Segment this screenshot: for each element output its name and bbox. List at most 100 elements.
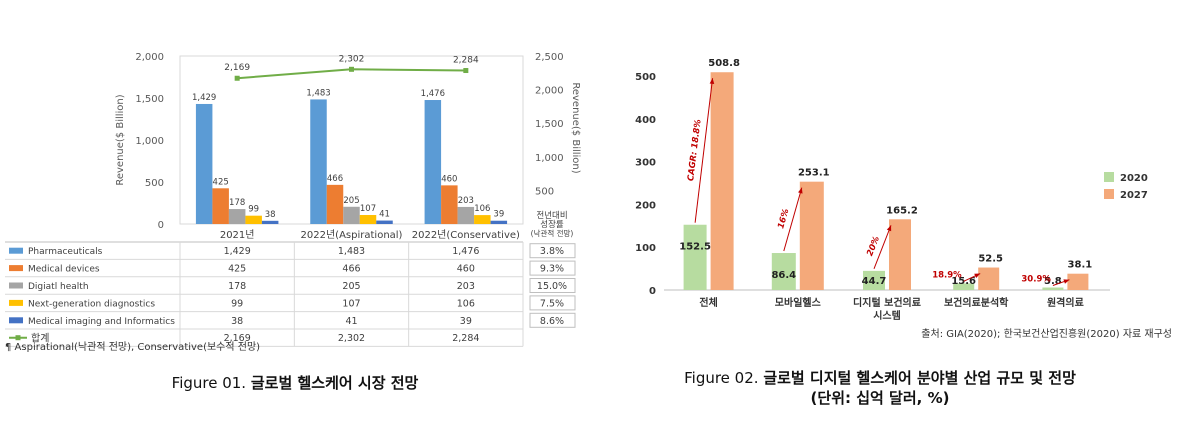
y2-tick-label: 1,500 (535, 119, 564, 130)
growth-box (529, 295, 576, 311)
table-cell: 106 (457, 298, 475, 309)
growth-header: (낙관적 전망) (531, 228, 574, 238)
legend-label: Next-generation diagnostics (28, 299, 155, 309)
y2-tick-label: 2,000 (535, 86, 564, 97)
legend-swatch (1104, 189, 1114, 199)
y2-tick-label: 1,000 (535, 153, 564, 164)
legend-label: Pharmaceuticals (28, 247, 103, 257)
cagr-label: 30.9% (1021, 275, 1051, 285)
bar-value-label: 466 (327, 174, 343, 184)
y-tick-label: 400 (635, 115, 656, 126)
y2-axis-label: Revenue($ Billion) (570, 82, 581, 173)
y2-tick-label: 500 (535, 186, 554, 197)
legend-swatch (9, 247, 23, 254)
bar-4 (359, 215, 377, 224)
bar-1 (424, 100, 442, 224)
bar-value-label: 460 (441, 174, 457, 184)
bar-value-label: 253.1 (798, 168, 830, 179)
chart-note: ¶ Aspirational(낙관적 전망), Conservative(보수적… (5, 341, 260, 353)
y-tick-label: 2,000 (135, 52, 164, 63)
bar-2020 (953, 283, 975, 290)
legend-line-marker (15, 335, 21, 341)
table-cell: 1,483 (338, 246, 365, 257)
legend-label: Digiatl health (28, 282, 89, 292)
legend-swatch (9, 282, 23, 289)
legend-label: Medical imaging and Informatics (28, 317, 175, 327)
growth-value: 9.3% (540, 264, 564, 275)
growth-box (529, 312, 576, 328)
y-tick-label: 500 (635, 72, 656, 83)
y2-tick-label: 2,500 (535, 52, 564, 63)
bar-value-label: 99 (248, 205, 259, 215)
table-cell: 99 (231, 298, 243, 309)
total-marker (463, 68, 469, 74)
bar-2027 (978, 267, 1000, 290)
total-value-label: 2,169 (224, 63, 250, 73)
table-cell: 466 (342, 264, 360, 275)
table-cell: 41 (345, 316, 357, 327)
bar-2027 (889, 219, 911, 290)
bar-value-label: 1,429 (192, 93, 216, 103)
growth-header: 전년대비 (536, 210, 567, 221)
bar-3 (457, 206, 475, 224)
figure-01-caption: Figure 01. 글로벌 헬스케어 시장 전망 (60, 372, 530, 393)
bar-value-label: 178 (229, 198, 245, 208)
bar-value-label: 38 (265, 210, 276, 220)
cagr-arrow-head (798, 187, 803, 194)
table-cell: 38 (231, 316, 243, 327)
growth-value: 7.5% (540, 298, 564, 309)
legend-label: 2027 (1120, 190, 1148, 201)
bar-value-label: 1,476 (421, 89, 445, 99)
bar-2027 (710, 72, 734, 290)
legend-label: 합계 (31, 333, 49, 345)
growth-header: 성장률 (540, 219, 564, 230)
bar-value-label: 5.8 (1044, 276, 1062, 287)
bar-value-label: 1,483 (306, 88, 330, 98)
bar-2020 (771, 253, 796, 290)
bar-value-label: 205 (343, 196, 359, 206)
bar-value-label: 106 (474, 204, 490, 214)
bar-2 (441, 185, 458, 224)
category-label: 전체 (699, 296, 717, 309)
figure-01-title: 글로벌 헬스케어 시장 전망 (250, 374, 419, 392)
bar-2020 (863, 270, 885, 290)
table-cell: 2,284 (452, 333, 479, 344)
bar-5 (261, 220, 279, 224)
cagr-label: 16% (776, 207, 791, 230)
table-cell: 2,169 (224, 333, 251, 344)
table-cell: 1,429 (224, 246, 251, 257)
bar-2 (326, 184, 344, 224)
growth-value: 15.0% (537, 281, 567, 292)
bar-4 (474, 215, 491, 224)
category-label: 2021년 (220, 229, 255, 241)
bar-value-label: 44.7 (862, 276, 887, 287)
category-label: 2022년(Aspirational) (301, 229, 403, 241)
table-cell: 203 (457, 281, 475, 292)
bar-value-label: 107 (360, 204, 376, 214)
cagr-arrow-head (974, 273, 981, 279)
growth-value: 8.6% (540, 316, 564, 327)
cagr-arrow (873, 225, 892, 270)
category-label: 시스템 (873, 310, 901, 322)
total-value-label: 2,284 (453, 56, 479, 66)
y-tick-label: 0 (649, 286, 656, 297)
y-tick-label: 1,000 (135, 136, 164, 147)
total-marker (234, 75, 240, 81)
bar-2020 (1042, 287, 1064, 290)
cagr-arrow-head (709, 78, 715, 85)
bar-value-label: 41 (379, 210, 390, 220)
y-tick-label: 200 (635, 200, 656, 211)
cagr-arrow (783, 187, 803, 252)
legend-swatch (9, 317, 23, 324)
bar-1 (310, 99, 327, 224)
bar-value-label: 152.5 (679, 242, 711, 253)
table-cell: 2,302 (338, 333, 365, 344)
category-label: 모바일헬스 (775, 296, 821, 309)
growth-box (529, 278, 576, 293)
figure-02-prefix: Figure 02. (684, 369, 759, 387)
growth-box (529, 260, 576, 276)
bar-value-label: 203 (458, 196, 474, 206)
bar-4 (245, 215, 262, 224)
y-tick-label: 300 (635, 158, 656, 169)
legend-label: Medical devices (28, 265, 100, 275)
